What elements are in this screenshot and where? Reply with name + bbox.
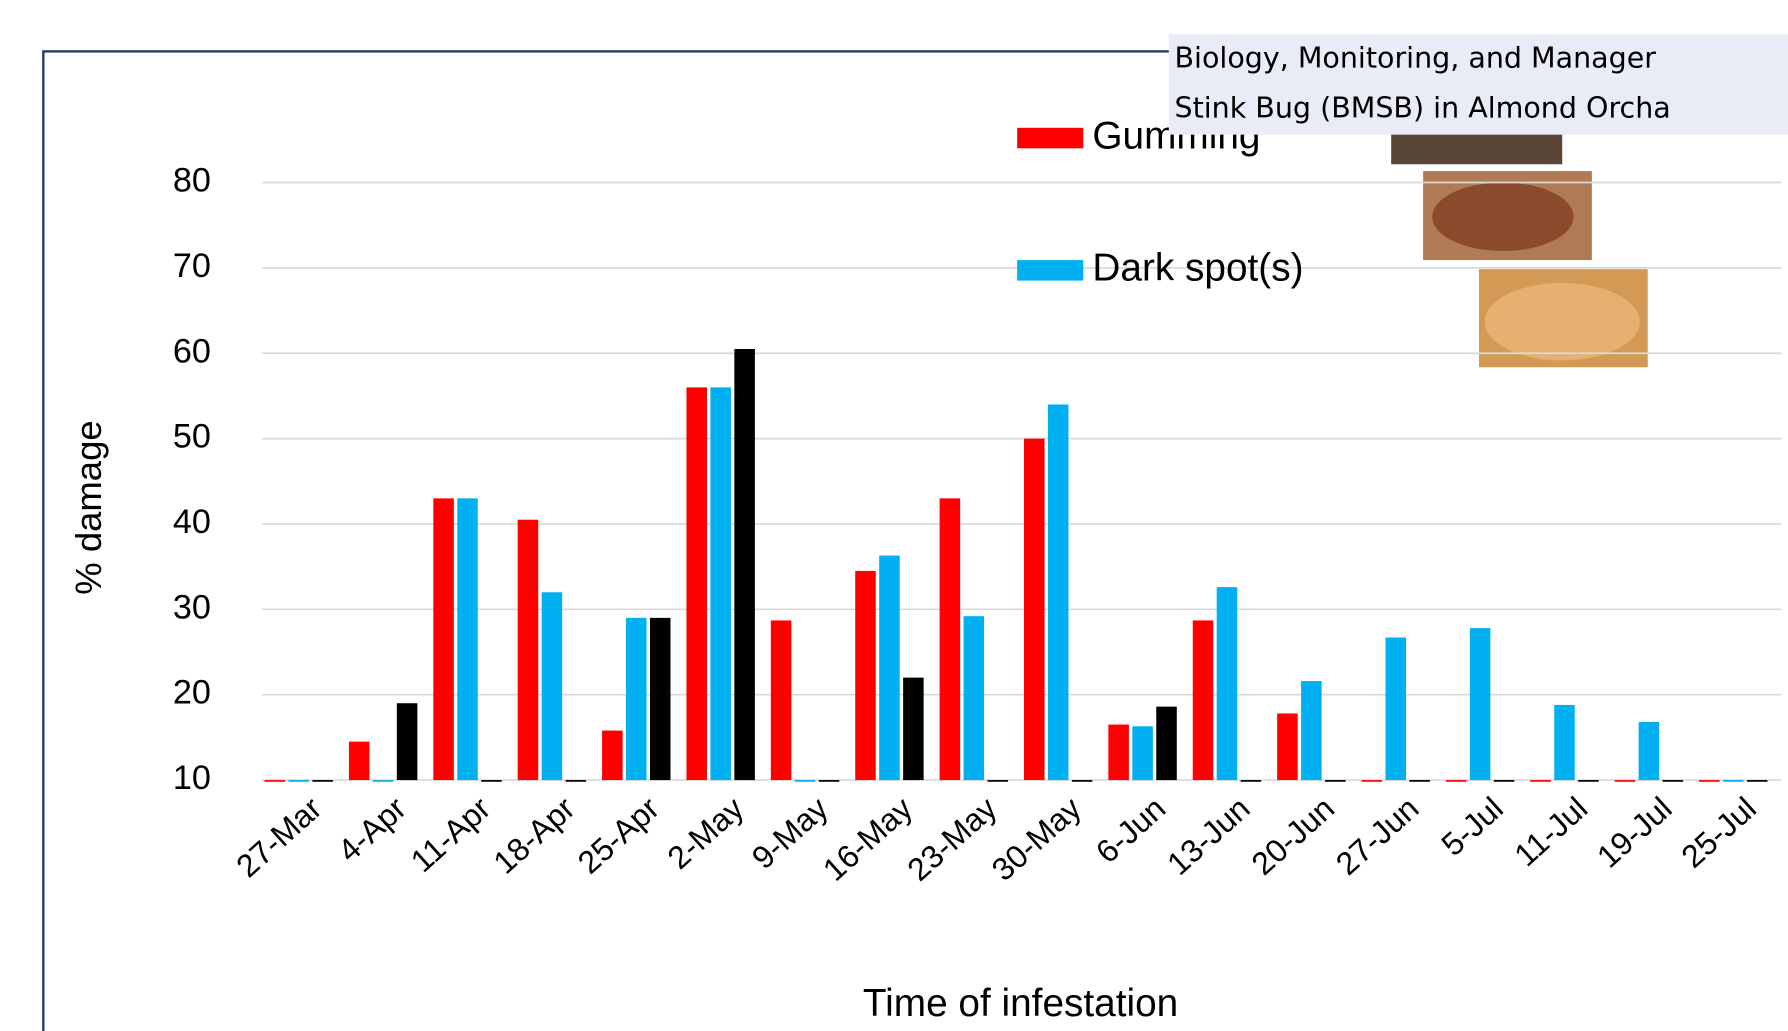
bar xyxy=(1699,780,1720,782)
bar xyxy=(686,387,707,781)
chart-frame xyxy=(42,50,1788,1031)
bar xyxy=(602,730,623,781)
bar xyxy=(1361,780,1383,782)
bar xyxy=(312,780,333,782)
y-axis-title: % damage xyxy=(68,420,109,594)
y-tick-label: 80 xyxy=(173,162,211,200)
bar xyxy=(939,498,961,781)
x-tick-label: 13-Jun xyxy=(1160,790,1257,882)
x-tick-label: 23-May xyxy=(900,790,1003,888)
bar xyxy=(1108,724,1129,781)
bar xyxy=(1240,780,1262,782)
overlay-box xyxy=(1168,34,1788,135)
bar xyxy=(1385,637,1406,781)
photo-nut xyxy=(1484,282,1640,361)
bar xyxy=(1662,780,1684,782)
x-tick-label: 25-Jul xyxy=(1674,790,1763,875)
bar xyxy=(626,617,647,781)
bar xyxy=(264,780,286,782)
x-tick-label: 27-Jun xyxy=(1329,790,1426,882)
bar xyxy=(481,780,502,782)
bar xyxy=(710,387,731,781)
bar xyxy=(1723,780,1744,782)
bar xyxy=(1325,780,1346,782)
bar xyxy=(1554,704,1575,781)
bar xyxy=(541,592,563,781)
bar xyxy=(457,498,478,781)
bar xyxy=(1132,726,1153,781)
y-tick-label: 50 xyxy=(173,418,211,456)
bar xyxy=(987,780,1009,782)
x-tick-label: 18-Apr xyxy=(486,790,582,881)
bar xyxy=(855,570,876,781)
bar xyxy=(770,620,792,781)
bar xyxy=(565,780,587,782)
bar xyxy=(372,780,394,782)
bar xyxy=(1578,780,1599,782)
bar xyxy=(794,780,816,782)
x-tick-label: 16-May xyxy=(816,790,919,888)
x-tick-label: 11-Apr xyxy=(404,790,498,879)
bar xyxy=(348,741,370,781)
legend-swatch xyxy=(1017,127,1084,149)
bar xyxy=(396,703,418,781)
legend-label: Dark spot(s) xyxy=(1092,247,1303,290)
bar xyxy=(963,616,985,781)
bar xyxy=(1469,628,1491,781)
bar xyxy=(433,498,454,781)
bar xyxy=(1277,713,1298,781)
x-axis-title: Time of infestation xyxy=(863,982,1178,1025)
x-tick-label: 20-Jun xyxy=(1244,790,1341,882)
bar xyxy=(1445,780,1467,782)
bar xyxy=(1614,780,1636,782)
y-tick-label: 40 xyxy=(173,503,211,541)
bar xyxy=(1023,438,1045,781)
bar xyxy=(734,348,755,781)
bar xyxy=(818,780,840,782)
bar xyxy=(1530,780,1551,782)
bar xyxy=(517,519,539,781)
bar xyxy=(1216,587,1238,781)
bar xyxy=(1493,780,1515,782)
bar xyxy=(1192,620,1214,781)
y-tick-label: 70 xyxy=(173,247,211,285)
bar xyxy=(1047,404,1069,781)
photo-nut xyxy=(1432,182,1574,251)
y-tick-label: 60 xyxy=(173,332,211,370)
bar xyxy=(1409,780,1430,782)
x-tick-label: 30-May xyxy=(985,790,1088,888)
bar xyxy=(1156,706,1177,781)
x-tick-label: 11-Jul xyxy=(1507,790,1594,873)
y-tick-label: 30 xyxy=(173,588,211,626)
bar xyxy=(1301,681,1322,781)
bar xyxy=(903,677,924,781)
bar xyxy=(879,555,900,781)
x-tick-label: 27-Mar xyxy=(229,790,328,885)
bar xyxy=(1746,780,1768,782)
bar xyxy=(1638,722,1660,781)
bar xyxy=(649,617,671,781)
overlay-title: Stink Bug (BMSB) in Almond Orcha xyxy=(1175,92,1671,125)
x-tick-label: 19-Jul xyxy=(1590,790,1679,875)
x-tick-label: 5-Jul xyxy=(1434,790,1509,863)
bar xyxy=(288,780,310,782)
x-tick-label: 6-Jun xyxy=(1089,790,1172,870)
y-tick-label: 20 xyxy=(173,674,211,712)
overlay-title: Biology, Monitoring, and Manager xyxy=(1175,41,1657,74)
x-tick-label: 25-Apr xyxy=(571,790,667,881)
legend-swatch xyxy=(1017,260,1084,281)
x-tick-label: 2-May xyxy=(660,790,750,876)
y-tick-label: 10 xyxy=(173,759,211,797)
bar xyxy=(1071,780,1093,782)
x-tick-label: 4-Apr xyxy=(331,790,413,869)
